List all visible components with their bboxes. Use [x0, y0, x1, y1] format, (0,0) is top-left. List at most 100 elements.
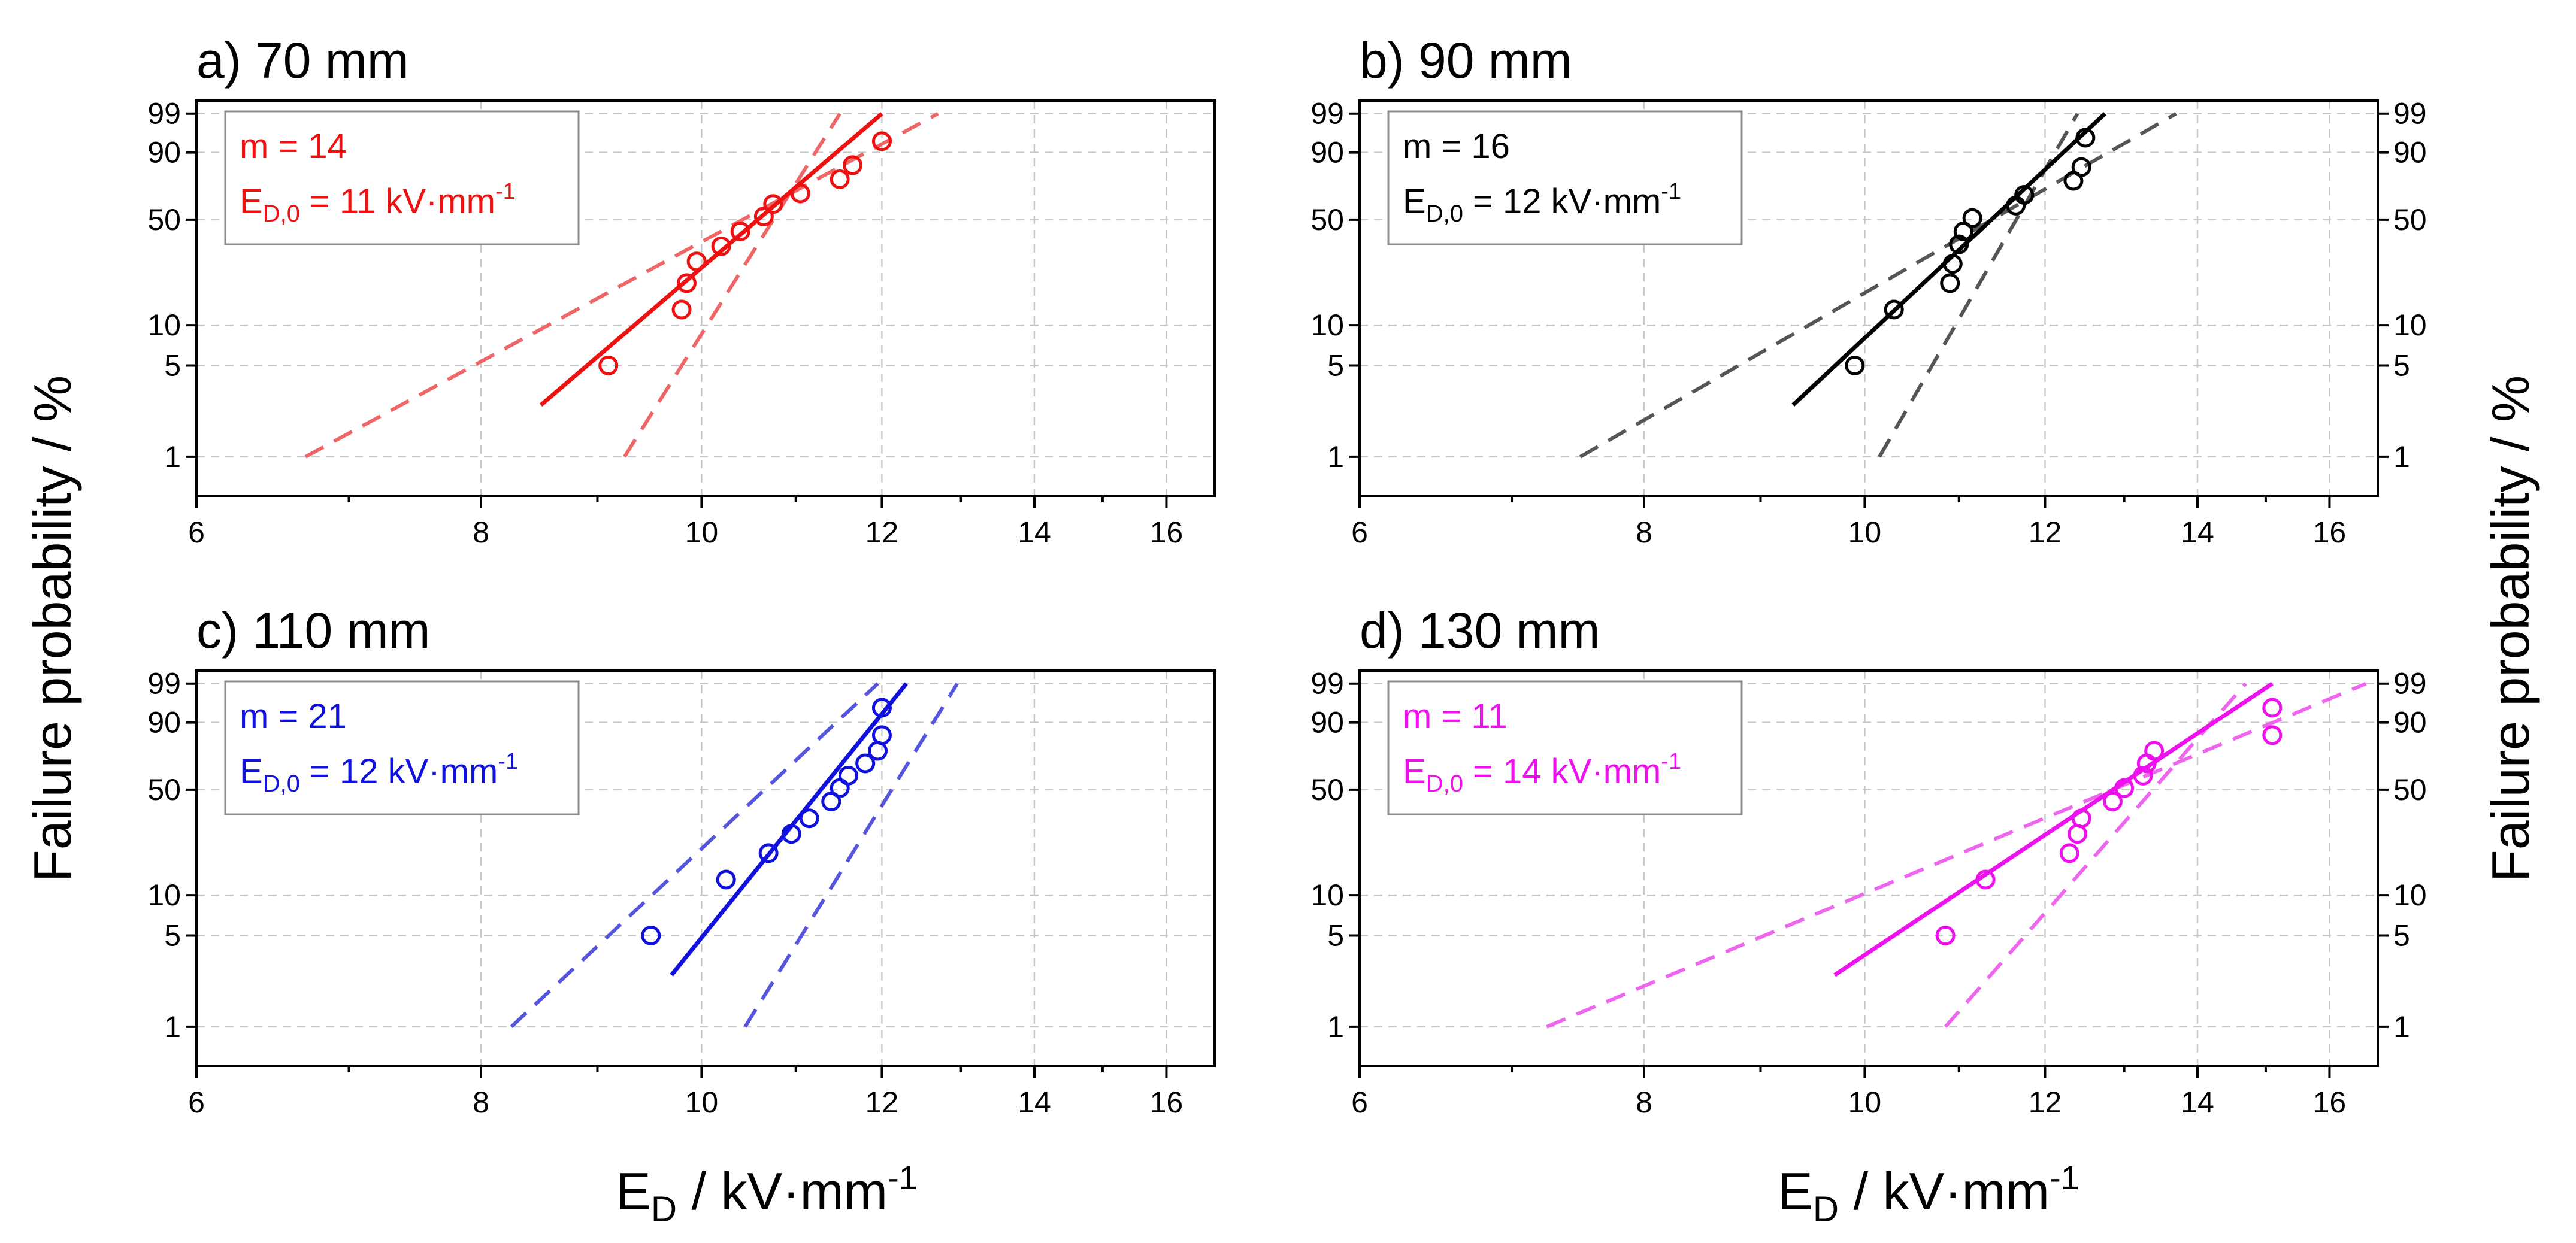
data-point	[1962, 208, 1982, 228]
y-tick-label-left: 50	[1310, 203, 1344, 237]
data-point	[1949, 234, 1969, 254]
weibull-fit-line	[670, 682, 908, 977]
legend-frame	[1387, 110, 1743, 245]
data-point	[758, 843, 779, 863]
data-point	[730, 221, 750, 241]
x-tick-label: 16	[1150, 1086, 1183, 1119]
x-tick-label: 6	[1351, 516, 1368, 549]
y-tick-label-left: 99	[1310, 667, 1344, 701]
legend-ed0-label: ED,0 = 14 kV·mm-1	[1403, 749, 1681, 797]
data-point	[1935, 925, 1956, 945]
legend-ed0-value: = 14 kV·mm	[1463, 752, 1661, 791]
data-point	[2114, 778, 2135, 798]
legend-ed0-sub: D,0	[263, 771, 300, 797]
x-tick-label: 10	[685, 516, 719, 549]
data-point	[2262, 698, 2283, 718]
panel-title: a) 70 mm	[196, 32, 409, 89]
data-point	[2075, 128, 2096, 148]
data-point	[2102, 791, 2123, 811]
data-point	[871, 131, 892, 151]
x-tick-label: 14	[1018, 516, 1051, 549]
x-axis-title-e: E	[616, 1162, 651, 1221]
legend-ed0-value: = 11 kV·mm	[300, 182, 495, 221]
panel-title: d) 130 mm	[1360, 602, 1600, 659]
data-point	[641, 925, 661, 945]
data-point	[1953, 221, 1973, 241]
data-point	[2071, 808, 2091, 829]
legend-ed0-label: ED,0 = 12 kV·mm-1	[1403, 179, 1681, 227]
legend-ed0-label: ED,0 = 11 kV·mm-1	[240, 179, 516, 227]
data-point	[843, 155, 863, 175]
data-point	[2059, 843, 2079, 863]
y-tick-label-left: 5	[164, 918, 181, 952]
y-tick-label-left: 90	[147, 136, 181, 169]
legend-box: m = 11 ED,0 = 14 kV·mm-1	[1387, 680, 1743, 815]
x-tick-label: 10	[1848, 1086, 1882, 1119]
plot-frame	[195, 669, 1216, 1067]
panel-data-layer	[1579, 112, 2177, 459]
data-point	[855, 753, 876, 774]
y-tick-label-right: 5	[2393, 918, 2410, 952]
y-tick-label-right: 10	[2393, 308, 2427, 342]
panel-title: c) 110 mm	[196, 602, 431, 659]
y-tick-label-left: 1	[164, 1010, 181, 1044]
y-tick-label-left: 1	[1327, 1010, 1344, 1044]
legend-frame	[1387, 680, 1743, 815]
x-axis-title-sub: D	[651, 1189, 677, 1229]
x-tick-label: 12	[865, 1086, 899, 1119]
y-tick-label-right: 90	[2393, 706, 2427, 739]
data-point	[763, 194, 783, 214]
data-point	[686, 251, 707, 272]
panel-data-layer	[510, 682, 959, 1029]
data-point	[821, 791, 841, 811]
data-point	[711, 236, 731, 256]
legend-ed0-sup: -1	[1661, 179, 1681, 204]
weibull-fit-line	[1791, 112, 2106, 407]
legend-ed0-e: E	[1403, 182, 1426, 221]
legend-ed0-sup: -1	[498, 749, 518, 774]
confidence-band-lower	[1579, 112, 2177, 459]
legend-ed0-sub: D,0	[263, 201, 300, 227]
y-tick-label-right: 50	[2393, 773, 2427, 807]
y-tick-label-right: 1	[2393, 1010, 2410, 1044]
y-tick-label-left: 10	[147, 878, 181, 912]
x-tick-label: 8	[1636, 1086, 1652, 1119]
y-tick-label-left: 90	[147, 706, 181, 739]
x-tick-label: 8	[473, 516, 489, 549]
x-tick-label: 12	[865, 516, 899, 549]
panel-4: 6 8 10 12 14 16 1 1 5 5 10 10 50 50 90 90 99 99 d) 130 mm m…	[1310, 602, 2426, 1119]
confidence-band-lower	[510, 682, 879, 1029]
x-tick-label: 6	[188, 1086, 205, 1119]
data-point	[2133, 765, 2153, 786]
x-axis-title-right: ED / kV·mm-1	[1778, 1159, 2079, 1229]
confidence-band-upper	[1944, 682, 2247, 1028]
panel-1: 6 8 10 12 14 16 1 5 10 50 90 99 a) 70 mm m = 14 ED,0 =…	[147, 32, 1216, 549]
panel-3: 6 8 10 12 14 16 1 5 10 50 90 99 c) 110 mm m = 21 ED,0 …	[147, 602, 1216, 1119]
y-axis-title-left: Failure probability / %	[23, 375, 82, 882]
y-tick-label-right: 90	[2393, 136, 2427, 169]
x-tick-label: 8	[473, 1086, 489, 1119]
data-point	[2014, 184, 2035, 205]
legend-ed0-sub: D,0	[1426, 771, 1463, 797]
y-tick-label-left: 99	[1310, 97, 1344, 131]
panel-2: 6 8 10 12 14 16 1 1 5 5 10 10 50 50 90 90 99 99 b) 90 mm m …	[1310, 32, 2426, 549]
legend-frame	[224, 680, 580, 815]
y-tick-label-left: 10	[1310, 878, 1344, 912]
y-tick-label-left: 50	[147, 773, 181, 807]
y-tick-label-right: 99	[2393, 667, 2427, 701]
y-tick-label-right: 5	[2393, 348, 2410, 382]
x-tick-label: 8	[1636, 516, 1652, 549]
weibull-fit-line	[1833, 681, 2274, 977]
y-tick-label-right: 99	[2393, 97, 2427, 131]
data-point	[2144, 741, 2165, 761]
panel-data-layer	[1546, 681, 2367, 1029]
legend-m-label: m = 14	[240, 127, 347, 166]
legend-ed0-value: = 12 kV·mm	[300, 752, 498, 791]
legend-ed0-e: E	[240, 182, 263, 221]
y-tick-label-left: 5	[1327, 918, 1344, 952]
x-axis-title-unit: / kV·mm	[1839, 1162, 2050, 1221]
x-tick-label: 14	[2181, 1086, 2214, 1119]
y-tick-label-right: 10	[2393, 878, 2427, 912]
data-point	[1975, 869, 1996, 890]
